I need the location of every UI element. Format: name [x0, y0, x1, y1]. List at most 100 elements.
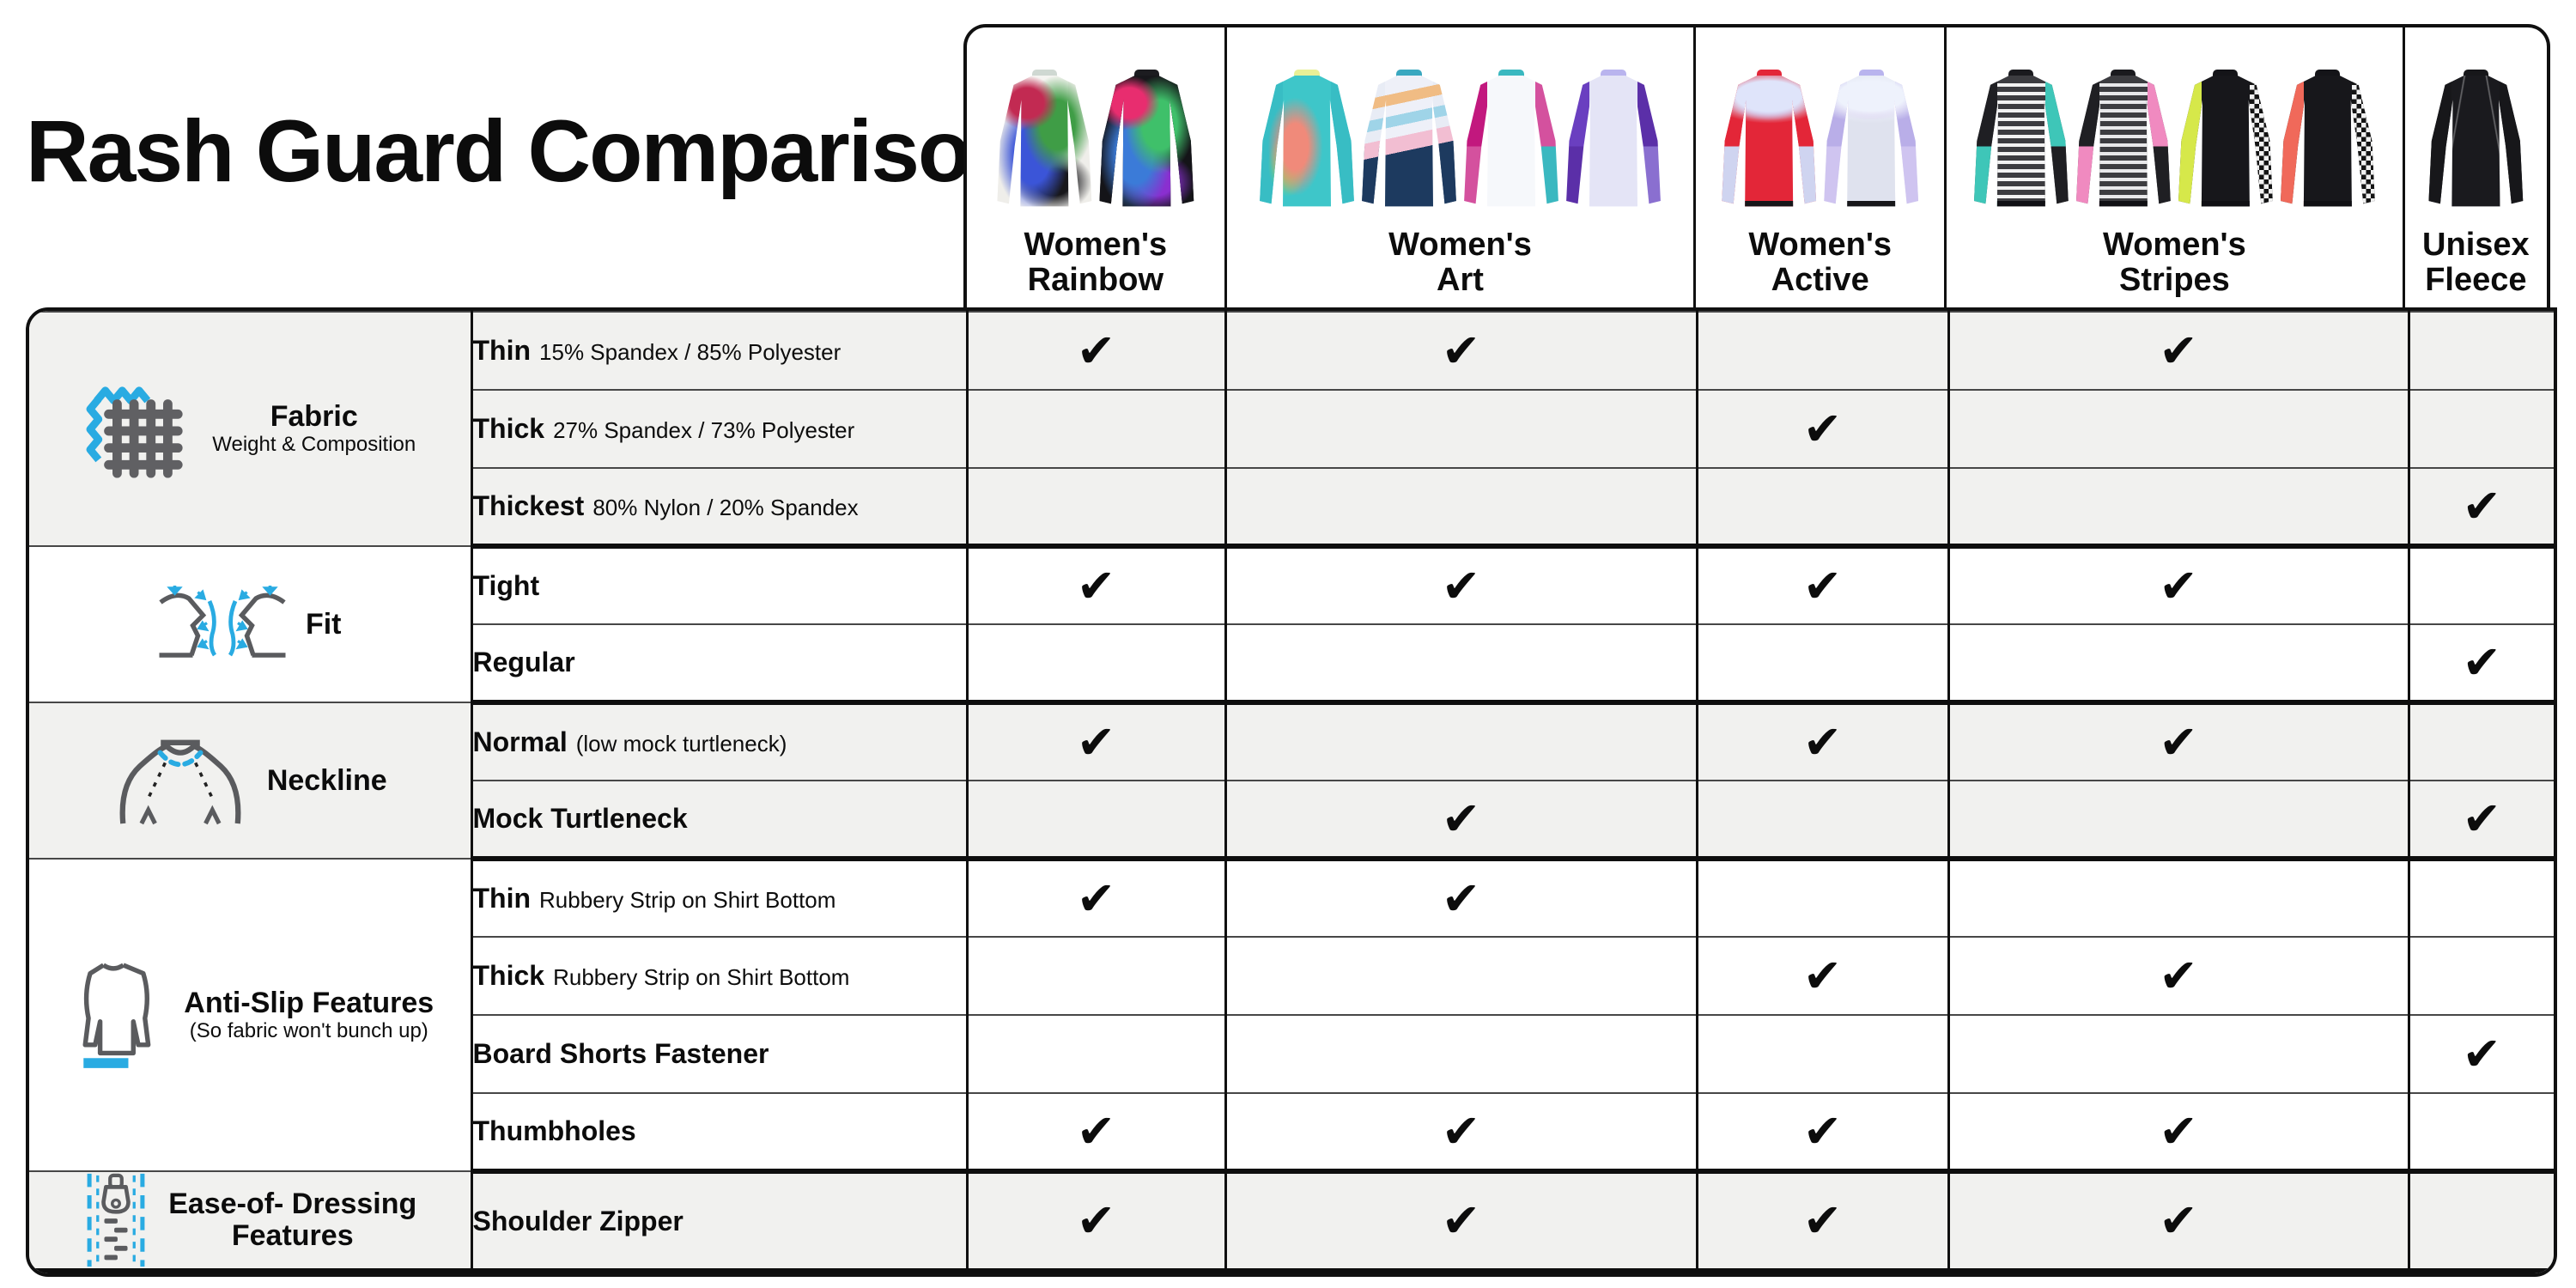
product-column-name: Women's Active [1748, 228, 1892, 297]
feature-detail: Rubbery Strip on Shirt Bottom [553, 964, 850, 990]
comparison-table-card: Fabric Weight & Composition Thin 15% Spande… [26, 307, 2557, 1277]
empty-cell-stripes [1947, 858, 2409, 938]
shirt-collar [2213, 69, 2239, 78]
shirt-body [1260, 75, 1354, 207]
shirt-body [2075, 75, 2171, 207]
checkmark-cell-art: ✔ [1224, 1092, 1697, 1174]
feature-row: Thickest 80% Nylon / 20% Spandex ✔ [29, 467, 2554, 549]
shirt-collar [1601, 69, 1626, 78]
checkmark-cell-stripes: ✔ [1947, 1092, 2409, 1174]
product-images-row [996, 27, 1194, 228]
product-shirt-image [2075, 69, 2172, 212]
empty-cell-active [1695, 780, 1948, 861]
product-shirt-image [996, 69, 1092, 212]
feature-label-cell: Regular [470, 623, 967, 705]
feature-label: Tight [472, 570, 540, 601]
product-shirt-image [1098, 69, 1194, 212]
section-title: Fabric [270, 400, 358, 434]
feature-label: Thickest [472, 490, 585, 521]
empty-cell-stripes [1947, 1014, 2409, 1094]
product-shirt-image [1565, 69, 1662, 212]
shirt-collar [1498, 69, 1524, 78]
product-shirt-image [1259, 69, 1355, 212]
shirt-body [1464, 75, 1558, 207]
product-name-line: Fleece [2425, 261, 2527, 298]
feature-detail: Rubbery Strip on Shirt Bottom [539, 887, 836, 913]
product-shirt-image [2427, 69, 2524, 212]
checkmark-cell-art: ✔ [1224, 311, 1697, 391]
feature-label: Shoulder Zipper [472, 1205, 683, 1236]
feature-detail: 27% Spandex / 73% Polyester [553, 417, 855, 443]
shirt-collar [2008, 69, 2034, 78]
shirt-body [1566, 75, 1661, 207]
empty-cell-fleece [2407, 1170, 2554, 1273]
empty-cell-art [1224, 467, 1697, 549]
product-shirt-image [1361, 69, 1457, 212]
shirt-body [2280, 75, 2375, 207]
feature-row: Regular ✔ [29, 623, 2554, 705]
checkmark-cell-stripes: ✔ [1947, 545, 2409, 625]
shirt-collar [2111, 69, 2136, 78]
checkmark-cell-art: ✔ [1224, 545, 1697, 625]
checkmark-cell-stripes: ✔ [1947, 1170, 2409, 1273]
checkmark-cell-rainbow: ✔ [965, 1170, 1225, 1273]
feature-row: Neckline Normal (low mock turtleneck) ✔ ✔ ✔ [29, 702, 2554, 860]
feature-row: Thumbholes ✔ ✔ ✔ ✔ [29, 1092, 2554, 1174]
product-column-header-stripes: Women's Stripes [1944, 27, 2403, 311]
shirt-body [1824, 75, 1919, 207]
checkmark-cell-active: ✔ [1695, 1170, 1948, 1273]
product-name-line: Rainbow [1027, 261, 1163, 298]
section-title-block: Fit [305, 607, 342, 641]
checkmark-cell-active: ✔ [1695, 702, 1948, 781]
feature-label-cell: Thin 15% Spandex / 85% Polyester [470, 311, 967, 391]
empty-cell-stripes [1947, 623, 2409, 705]
empty-cell-rainbow [965, 467, 1225, 549]
empty-cell-stripes [1947, 389, 2409, 469]
shirt-collar [2463, 69, 2488, 78]
feature-label: Regular [472, 647, 575, 677]
product-column-name: Unisex Fleece [2422, 228, 2530, 297]
feature-row: Mock Turtleneck ✔ ✔ [29, 780, 2554, 861]
empty-cell-active [1695, 1014, 1948, 1094]
section-subtitle: (So fabric won't bunch up) [189, 1018, 428, 1042]
feature-row: Thick 27% Spandex / 73% Polyester ✔ [29, 389, 2554, 469]
product-name-line: Women's [2103, 227, 2246, 264]
feature-label-cell: Thick 27% Spandex / 73% Polyester [470, 389, 967, 469]
shirt-collar [1133, 69, 1159, 78]
empty-cell-active [1695, 311, 1948, 391]
shirt-body [1973, 75, 2069, 207]
empty-cell-active [1695, 858, 1948, 938]
product-shirt-image [1823, 69, 1919, 212]
product-shirt-image [1973, 69, 2069, 212]
checkmark-cell-active: ✔ [1695, 1092, 1948, 1174]
empty-cell-fleece [2407, 936, 2554, 1016]
feature-label-cell: Normal (low mock turtleneck) [470, 702, 967, 781]
empty-cell-active [1695, 623, 1948, 705]
feature-row: Thick Rubbery Strip on Shirt Bottom ✔ ✔ [29, 936, 2554, 1016]
section-header-cell: Ease-of- Dressing Features [29, 1170, 471, 1273]
empty-cell-rainbow [965, 780, 1225, 861]
zipper-icon [87, 1173, 145, 1267]
shirt-collar [1396, 69, 1422, 78]
shirt-collar [2315, 69, 2341, 78]
section-header-cell: Anti-Slip Features (So fabric won't bunch… [29, 858, 471, 1172]
checkmark-cell-active: ✔ [1695, 545, 1948, 625]
product-column-name: Women's Rainbow [1024, 228, 1167, 297]
feature-row: Ease-of- Dressing Features Shoulder Zipper… [29, 1170, 2554, 1273]
shirt-body [1722, 75, 1817, 207]
product-column-name: Women's Art [1388, 228, 1532, 297]
product-name-line: Stripes [2118, 261, 2230, 298]
checkmark-cell-rainbow: ✔ [965, 1092, 1225, 1174]
section-subtitle: Weight & Composition [212, 433, 416, 457]
comparison-table-body: Fabric Weight & Composition Thin 15% Spande… [29, 311, 2554, 1273]
empty-cell-art [1224, 623, 1697, 705]
section-title: Ease-of- Dressing [168, 1188, 417, 1221]
section-title: Fit [305, 607, 342, 641]
section-header-cell: Fit [29, 545, 471, 703]
checkmark-cell-fleece: ✔ [2407, 780, 2554, 861]
checkmark-cell-rainbow: ✔ [965, 311, 1225, 391]
header-card: Women's Rainbow Women's Art Women's Active Wom… [963, 24, 2550, 311]
feature-label: Thick [472, 960, 545, 991]
section-title-block: Anti-Slip Features (So fabric won't bunch… [184, 987, 434, 1042]
